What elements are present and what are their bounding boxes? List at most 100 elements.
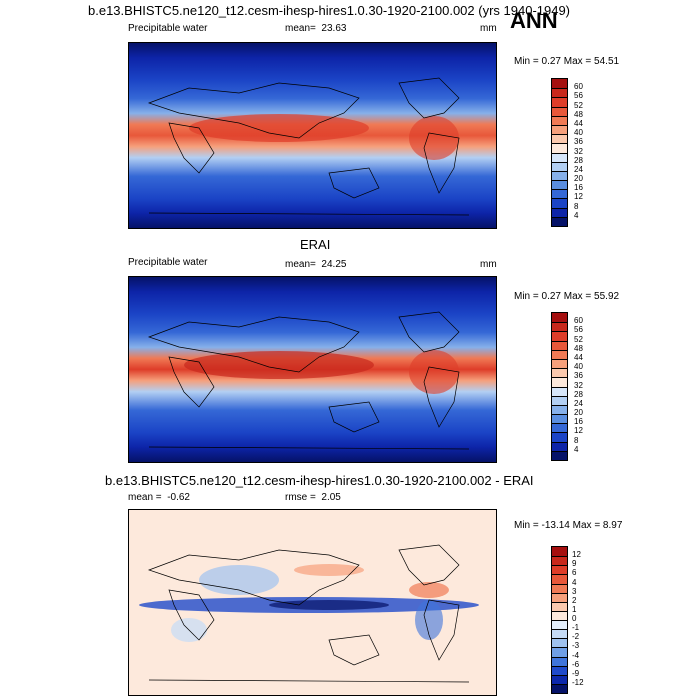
colorbar-tick-label: 0 [572, 614, 577, 623]
colorbar-swatch [552, 313, 567, 323]
colorbar-tick-label: -1 [572, 623, 580, 633]
colorbar-swatch [552, 207, 567, 217]
colorbar-swatch [552, 620, 567, 630]
colorbar-tick-label: -3 [572, 641, 580, 651]
colorbar-swatch [552, 647, 567, 657]
colorbar-swatch [552, 450, 567, 460]
colorbar-tick-label: -9 [572, 668, 580, 678]
colorbar-swatch [552, 610, 567, 620]
colorbar-tick-label: 6 [572, 568, 577, 578]
colorbar-swatch [552, 441, 567, 451]
variable-label-model: Precipitable water [128, 23, 208, 34]
colorbar-swatch [552, 134, 567, 144]
map-obs [128, 276, 497, 463]
colorbar-tick-label: 60 [574, 82, 583, 92]
colorbar-tick-label: 8 [574, 435, 579, 445]
colorbar-swatch [552, 88, 567, 98]
mean-text: mean= [285, 23, 316, 34]
season-label: ANN [510, 8, 558, 33]
colorbar-tick-label: 28 [574, 155, 583, 165]
variable-label-obs: Precipitable water [128, 257, 208, 268]
mean-label-diff: mean = -0.62 [128, 492, 190, 503]
colorbar-tick-label: -4 [572, 650, 580, 660]
colorbar-tick-label: 12 [574, 192, 583, 202]
colorbar-swatch [552, 414, 567, 424]
colorbar-tick-label: 20 [574, 174, 583, 184]
map-diff [128, 509, 497, 696]
colorbar-tick-label: 32 [574, 146, 583, 156]
colorbar-tick-label: -12 [572, 677, 584, 687]
colorbar-swatch [552, 189, 567, 199]
colorbar-swatch [552, 340, 567, 350]
colorbar-tick-label: 4 [574, 444, 579, 454]
colorbar-swatch [552, 143, 567, 153]
colorbar-swatch [552, 674, 567, 684]
mean-text: mean= [285, 259, 316, 270]
colorbar-tick-label: -6 [572, 659, 580, 669]
colorbar-swatch [552, 349, 567, 359]
mean-value: -0.62 [167, 492, 190, 503]
colorbar-tick-label: 48 [574, 343, 583, 353]
colorbar-swatch [552, 216, 567, 226]
colorbar-model [551, 78, 568, 227]
mean-label-obs: mean= 24.25 [285, 259, 346, 270]
colorbar-swatch [552, 683, 567, 693]
units-label-obs: mm [480, 259, 497, 270]
colorbar-swatch [552, 404, 567, 415]
colorbar-tick-label: 16 [574, 183, 583, 193]
colorbar-swatch [552, 161, 567, 171]
minmax-label-model: Min = 0.27 Max = 54.51 [514, 56, 620, 67]
colorbar-swatch [552, 106, 567, 116]
mean-text: mean = [128, 492, 162, 503]
colorbar-swatch [552, 565, 567, 575]
colorbar-tick-label: 16 [574, 417, 583, 427]
panel-title-diff: b.e13.BHISTC5.ne120_t12.cesm-ihesp-hires… [105, 473, 534, 488]
colorbar-swatch [552, 170, 567, 181]
colorbar-swatch [552, 432, 567, 442]
colorbar-tick-label: 60 [574, 316, 583, 326]
colorbar-tick-label: 28 [574, 389, 583, 399]
colorbar-swatch [552, 79, 567, 89]
units-label-model: mm [480, 23, 497, 34]
colorbar-swatch [552, 629, 567, 639]
colorbar-tick-label: 44 [574, 352, 583, 362]
colorbar-tick-label: 36 [574, 371, 583, 381]
colorbar-tick-label: 52 [574, 100, 583, 110]
colorbar-tick-label: 52 [574, 334, 583, 344]
colorbar-swatch [552, 574, 567, 584]
colorbar-tick-label: 2 [572, 595, 577, 605]
colorbar-swatch [552, 358, 567, 369]
colorbar-tick-label: 44 [574, 118, 583, 128]
colorbar-tick-label: 56 [574, 325, 583, 335]
colorbar-swatch [552, 152, 567, 162]
colorbar-tick-label: 56 [574, 91, 583, 101]
colorbar-tick-label: -2 [572, 632, 580, 642]
colorbar-swatch [552, 601, 567, 611]
colorbar-swatch [552, 322, 567, 332]
minmax-label-obs: Min = 0.27 Max = 55.92 [514, 291, 620, 302]
mean-label-model: mean= 23.63 [285, 23, 346, 34]
colorbar-swatch [552, 115, 567, 125]
colorbar-tick-label: 12 [572, 550, 581, 560]
colorbar-tick-label: 24 [574, 164, 583, 174]
colorbar-tick-label: 20 [574, 408, 583, 418]
minmax-label-diff: Min = -13.14 Max = 8.97 [514, 520, 623, 531]
mean-value: 23.63 [321, 23, 347, 34]
colorbar-swatch [552, 377, 567, 387]
rmse-text: rmse = [285, 492, 316, 503]
mean-value: 24.25 [321, 259, 347, 270]
colorbar-swatch [552, 331, 567, 341]
colorbar-swatch [552, 386, 567, 396]
colorbar-swatch [552, 395, 567, 405]
colorbar-swatch [552, 423, 567, 433]
map-model [128, 42, 497, 229]
rmse-value: 2.05 [321, 492, 341, 503]
colorbar-tick-label: 1 [572, 604, 577, 614]
colorbar-tick-label: 40 [574, 128, 583, 138]
colorbar-tick-label: 3 [572, 586, 577, 596]
colorbar-swatch [552, 665, 567, 675]
colorbar-tick-label: 36 [574, 137, 583, 147]
colorbar-tick-label: 4 [574, 210, 579, 220]
colorbar-swatch [552, 583, 567, 593]
colorbar-tick-label: 32 [574, 380, 583, 390]
